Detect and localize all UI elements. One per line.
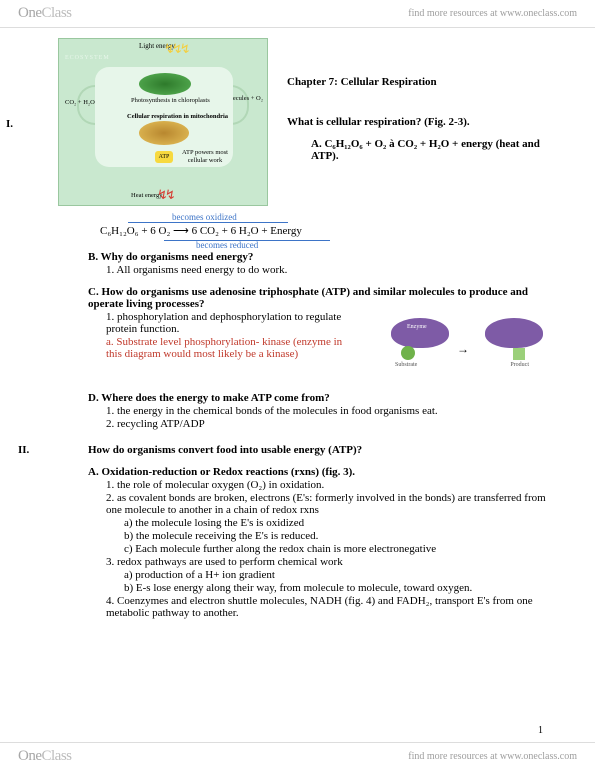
tagline-top: find more resources at www.oneclass.com: [408, 8, 577, 19]
co2-h2o-label: CO₂ + H₂O: [65, 99, 95, 106]
red-label: becomes reduced: [196, 240, 258, 250]
equation-text: C₆H₁₂O₆ + 6 O₂ ⟶ 6 CO₂ + 6 H₂O + Energy: [100, 224, 547, 237]
roman-1: I.: [6, 118, 13, 130]
eq-a-label: A.: [311, 138, 322, 150]
atp-text: ATP powers most cellular work: [177, 149, 233, 165]
photosynthesis-label: Photosynthesis in chloroplasts: [131, 97, 210, 105]
logo-class-bottom: Class: [42, 748, 72, 764]
question-1: What is cellular respiration? (Fig. 2-3)…: [287, 116, 470, 128]
a2-item-2c: c) Each molecule further along the redox…: [124, 543, 547, 555]
atp-icon: ATP: [155, 151, 173, 163]
enzyme-label: Enzyme: [407, 324, 427, 330]
a2-item-3a: a) production of a H+ ion gradient: [124, 569, 547, 581]
page-number: 1: [538, 725, 543, 736]
section-a2-title: A. Oxidation-reduction or Redox reaction…: [88, 466, 547, 478]
section-d-title: D. Where does the energy to make ATP com…: [88, 392, 547, 404]
outline-2: A. Oxidation-reduction or Redox reaction…: [88, 466, 547, 619]
eq-a-text: C₆H₁₂O₆ + O₂ à CO₂ + H₂O + energy (heat …: [311, 138, 540, 162]
chloroplast-icon: [139, 73, 191, 95]
roman-2: II.: [18, 444, 29, 456]
section-c-title: C. How do organisms use adenosine tripho…: [88, 286, 547, 310]
enzyme-shape-2: [485, 318, 543, 348]
logo-one: One: [18, 5, 42, 21]
mitochondria-icon: [139, 121, 189, 145]
header-text: Chapter 7: Cellular Respiration What is …: [287, 44, 547, 162]
tagline-bottom: find more resources at www.oneclass.com: [408, 751, 577, 762]
logo-class: Class: [42, 5, 72, 21]
question-2: How do organisms convert food into usabl…: [88, 444, 362, 456]
a2-item-1: 1. the role of molecular oxygen (O₂) in …: [106, 479, 547, 491]
ecosystem-label: ECOSYSTEM: [65, 55, 110, 61]
reaction-arrow-icon: →: [457, 342, 469, 357]
a2-item-4: 4. Coenzymes and electron shuttle molecu…: [106, 595, 547, 619]
product-label: Product: [510, 362, 529, 368]
inner-cycle: Photosynthesis in chloroplasts Cellular …: [95, 67, 233, 167]
c-item-a: a. Substrate level phosphorylation- kina…: [106, 336, 356, 360]
light-arrows-icon: ↯↯↯: [164, 41, 188, 57]
a2-item-3: 3. redox pathways are used to perform ch…: [106, 556, 547, 568]
enzyme-figure: Enzyme Substrate Product →: [387, 314, 547, 378]
substrate-icon: [401, 346, 415, 360]
cycle-arc-right: [231, 85, 249, 125]
logo-one-bottom: One: [18, 748, 42, 764]
logo-bottom: OneClass: [18, 748, 72, 765]
page-content: Light energy ↯↯↯ ECOSYSTEM CO₂ + H₂O Org…: [0, 28, 595, 649]
b-item-1: 1. All organisms need energy to do work.: [106, 264, 547, 276]
redox-equation: becomes oxidized C₆H₁₂O₆ + 6 O₂ ⟶ 6 CO₂ …: [100, 224, 547, 237]
a2-item-2: 2. as covalent bonds are broken, electro…: [106, 492, 547, 516]
d-item-1: 1. the energy in the chemical bonds of t…: [106, 405, 547, 417]
a2-item-2a: a) the molecule losing the E's is oxidiz…: [124, 517, 547, 529]
section-b-title: B. Why do organisms need energy?: [88, 251, 547, 263]
logo: OneClass: [18, 5, 72, 22]
respiration-label: Cellular respiration in mitochondria: [127, 113, 228, 121]
a2-item-2b: b) the molecule receiving the E's is red…: [124, 530, 547, 542]
ecosystem-diagram: Light energy ↯↯↯ ECOSYSTEM CO₂ + H₂O Org…: [58, 38, 268, 206]
substrate-label: Substrate: [395, 362, 417, 368]
heat-arrows-icon: ↯↯: [157, 187, 173, 203]
product-icon: [513, 348, 525, 360]
equation-a: A. C₆H₁₂O₆ + O₂ à CO₂ + H₂O + energy (he…: [311, 138, 547, 162]
chapter-title: Chapter 7: Cellular Respiration: [287, 76, 547, 88]
enzyme-shape-1: [391, 318, 449, 348]
c-item-1: 1. phosphorylation and dephosphorylation…: [106, 311, 356, 335]
outline: B. Why do organisms need energy? 1. All …: [88, 251, 547, 430]
ox-label: becomes oxidized: [172, 212, 237, 222]
ox-line-top: [128, 222, 288, 223]
a2-item-3b: b) E-s lose energy along their way, from…: [124, 582, 547, 594]
top-bar: OneClass find more resources at www.onec…: [0, 0, 595, 28]
bottom-bar: OneClass find more resources at www.onec…: [0, 742, 595, 770]
d-item-2: 2. recycling ATP/ADP: [106, 418, 547, 430]
